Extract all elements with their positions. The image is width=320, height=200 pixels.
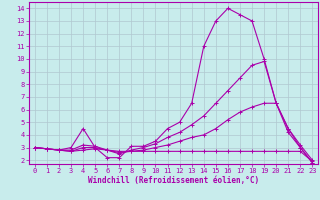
X-axis label: Windchill (Refroidissement éolien,°C): Windchill (Refroidissement éolien,°C): [88, 176, 259, 185]
